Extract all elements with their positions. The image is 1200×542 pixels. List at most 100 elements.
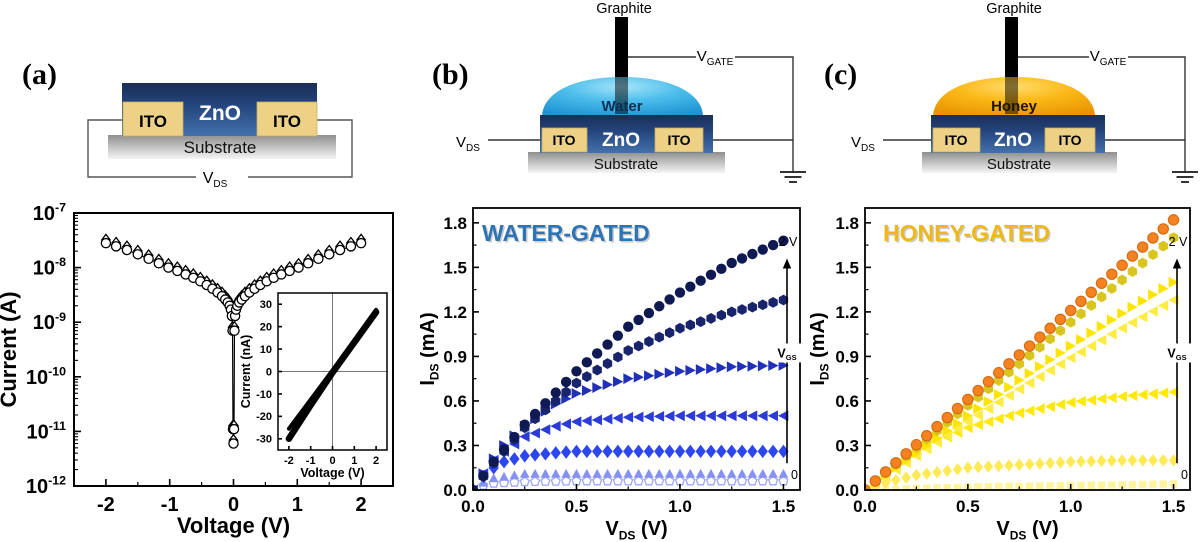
vgate-text: VGATE xyxy=(697,48,734,68)
svg-text:0.6: 0.6 xyxy=(443,392,467,411)
liquid-text: Honey xyxy=(991,98,1038,115)
device-schematic-c: Graphite Honey ZnO ITO ITO Substrate VDS… xyxy=(851,1,1198,183)
svg-text:0.0: 0.0 xyxy=(461,497,485,516)
vds-text: VDS xyxy=(203,170,228,190)
vds-text: VDS xyxy=(456,134,480,154)
svg-text:0.3: 0.3 xyxy=(835,436,859,455)
svg-text:1.8: 1.8 xyxy=(443,214,467,233)
svg-text:0: 0 xyxy=(266,366,272,378)
semilog-iv-chart: -2 -1 0 1 2 10-7 10-8 10-9 10-10 10-11 10-12 Voltag… xyxy=(0,195,410,542)
svg-text:10-7: 10-7 xyxy=(33,201,66,225)
svg-text:-2: -2 xyxy=(97,494,115,516)
svg-text:0.9: 0.9 xyxy=(443,347,467,366)
svg-text:0.6: 0.6 xyxy=(835,392,859,411)
svg-text:VGS: VGS xyxy=(1167,346,1186,362)
svg-text:2: 2 xyxy=(373,455,379,467)
panel-a-label: (a) xyxy=(22,58,57,91)
ito-contact-right xyxy=(1044,127,1096,153)
substrate-text: Substrate xyxy=(987,156,1051,173)
ito-left-text: ITO xyxy=(944,132,967,148)
vgate-text: VGATE xyxy=(1090,48,1127,68)
svg-text:0.0: 0.0 xyxy=(443,481,467,500)
svg-text:0: 0 xyxy=(329,455,335,467)
svg-text:Current (A): Current (A) xyxy=(0,291,21,407)
svg-text:0.0: 0.0 xyxy=(853,497,877,516)
svg-text:20: 20 xyxy=(260,321,272,333)
ground-symbol xyxy=(1172,171,1198,183)
svg-text:Voltage (V): Voltage (V) xyxy=(300,466,364,480)
svg-text:2: 2 xyxy=(356,494,367,516)
svg-text:VDS (V): VDS (V) xyxy=(996,518,1058,542)
svg-text:-1: -1 xyxy=(161,494,179,516)
ito-contact-right xyxy=(654,127,704,153)
svg-text:2 V: 2 V xyxy=(1169,235,1188,249)
svg-text:0.9: 0.9 xyxy=(835,347,859,366)
svg-text:0.3: 0.3 xyxy=(443,436,467,455)
svg-text:WATER-GATED: WATER-GATED xyxy=(484,222,652,248)
svg-text:0.5: 0.5 xyxy=(956,497,980,516)
ito-contact-left xyxy=(541,127,588,153)
device-schematic-b: Graphite Water ZnO ITO ITO Substrate VDS… xyxy=(456,1,806,183)
svg-text:1.0: 1.0 xyxy=(668,497,692,516)
ito-right-text: ITO xyxy=(273,112,301,131)
honey_output-svg: 0.0 0.5 1.0 1.5 0.0 0.3 0.6 0.9 1.2 1.5 1.8 VDS (V)… xyxy=(807,207,1192,542)
ito-contact-left xyxy=(932,127,981,153)
svg-text:2 V: 2 V xyxy=(779,235,798,249)
water_output-svg: 0.0 0.5 1.0 1.5 0.0 0.3 0.6 0.9 1.2 1.5 1.8 VDS (V)… xyxy=(417,207,802,542)
linear-iv-inset-chart: -2 -1 0 1 2 -30 -20 -10 0 10 20 30 Voltage (V) Curren… xyxy=(239,285,400,480)
svg-text:WATER-GATED: WATER-GATED xyxy=(482,220,650,246)
vds-wire xyxy=(87,119,353,178)
svg-text:0.0: 0.0 xyxy=(835,481,859,500)
substrate-text: Substrate xyxy=(184,138,257,157)
ito-contact-right xyxy=(256,101,318,137)
device-schematic-a: ZnO ITO ITO Substrate VDS xyxy=(87,83,353,190)
graphite-rod xyxy=(615,17,628,77)
svg-text:10-10: 10-10 xyxy=(26,364,66,388)
svg-text:IDS (mA): IDS (mA) xyxy=(420,312,441,385)
svg-text:VGS: VGS xyxy=(777,346,796,362)
iv_semilog-svg: -2 -1 0 1 210-710-810-910-1010-1110-12Voltag… xyxy=(0,201,394,538)
vds-text: VDS xyxy=(851,134,875,154)
svg-text:10-9: 10-9 xyxy=(33,310,66,334)
substrate-layer xyxy=(528,152,725,173)
svg-text:VDS (V): VDS (V) xyxy=(605,518,667,542)
svg-text:30: 30 xyxy=(260,299,272,311)
ito-right-text: ITO xyxy=(667,132,690,148)
substrate-layer xyxy=(108,135,336,159)
svg-text:10-8: 10-8 xyxy=(33,255,66,279)
svg-text:IDS (mA): IDS (mA) xyxy=(810,312,831,385)
zno-text: ZnO xyxy=(199,102,241,125)
svg-text:10: 10 xyxy=(260,344,272,356)
ito-right-text: ITO xyxy=(1058,132,1081,148)
ito-left-text: ITO xyxy=(139,112,167,131)
svg-text:0: 0 xyxy=(1181,468,1188,482)
ito-left-text: ITO xyxy=(552,132,575,148)
zno-text: ZnO xyxy=(994,130,1032,151)
svg-text:1: 1 xyxy=(292,494,303,516)
panel-b-label: (b) xyxy=(432,58,469,91)
substrate-layer xyxy=(922,152,1117,173)
svg-text:0.5: 0.5 xyxy=(565,497,589,516)
zno-text: ZnO xyxy=(602,130,640,151)
svg-text:1.5: 1.5 xyxy=(443,258,467,277)
svg-text:1.8: 1.8 xyxy=(835,214,859,233)
svg-text:1.5: 1.5 xyxy=(835,258,859,277)
ground-symbol xyxy=(780,171,806,183)
svg-text:10-12: 10-12 xyxy=(26,474,66,498)
ito-contact-left xyxy=(122,101,184,137)
svg-text:1.2: 1.2 xyxy=(835,303,859,322)
panel-c-label: (c) xyxy=(824,58,858,91)
graphite-rod-submerged xyxy=(1005,77,1018,114)
svg-text:Voltage (V): Voltage (V) xyxy=(177,513,290,538)
svg-text:1.5: 1.5 xyxy=(772,497,796,516)
graphite-rod-submerged xyxy=(615,77,628,114)
liquid-text: Water xyxy=(601,98,642,115)
svg-text:-20: -20 xyxy=(256,411,272,423)
svg-text:1.0: 1.0 xyxy=(1059,497,1083,516)
svg-text:HONEY-GATED: HONEY-GATED xyxy=(885,222,1052,248)
gate-wires xyxy=(488,56,794,172)
water-gated-output-chart: 0.0 0.5 1.0 1.5 0.0 0.3 0.6 0.9 1.2 1.5 1.8 VDS (V)… xyxy=(417,195,815,542)
gate-wires xyxy=(883,56,1186,172)
